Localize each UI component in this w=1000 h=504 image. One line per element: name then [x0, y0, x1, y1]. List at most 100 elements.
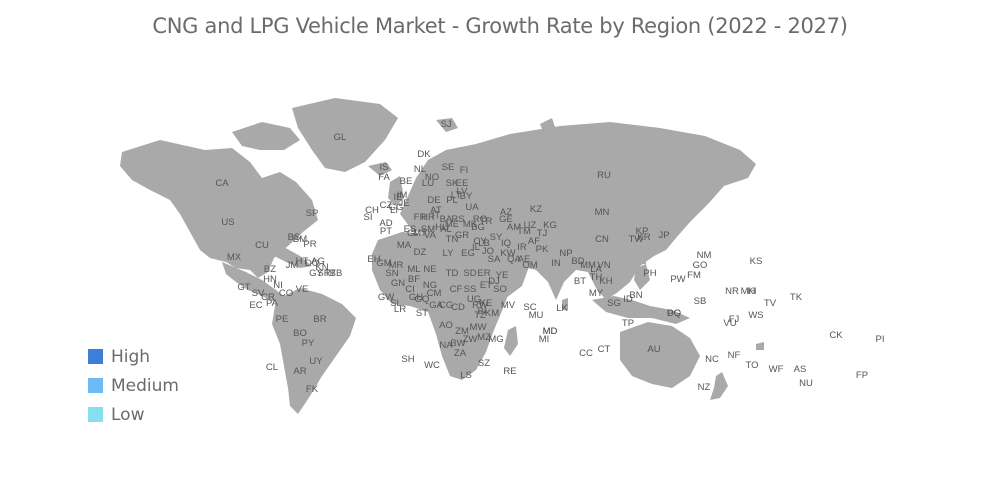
country-label-tw: TW	[629, 234, 644, 245]
country-label-vn: VN	[597, 260, 610, 271]
country-label-de: DE	[427, 195, 440, 206]
country-label-nf: NF	[728, 350, 741, 361]
country-label-ee: EE	[456, 178, 469, 189]
country-label-vu: VU	[723, 318, 736, 329]
country-label-sa: SA	[488, 254, 501, 265]
country-label-nl: NL	[414, 164, 426, 175]
country-label-mn: MN	[595, 207, 610, 218]
country-label-bs: BS	[288, 232, 301, 243]
country-label-cy: CY	[473, 236, 487, 247]
country-label-bw: BW	[450, 338, 465, 349]
country-label-cc: CC	[579, 348, 593, 359]
country-label-pg: PG	[667, 308, 681, 319]
country-label-zm: ZM	[455, 326, 469, 337]
country-label-us: US	[221, 217, 234, 228]
country-label-uz: UZ	[524, 220, 537, 231]
country-label-gi: GI	[407, 228, 417, 239]
country-label-fr: FR	[414, 212, 427, 223]
country-label-kg: KG	[543, 220, 557, 231]
country-label-gt: GT	[237, 282, 250, 293]
legend-item-low: Low	[88, 400, 179, 429]
country-label-nr: NR	[725, 286, 739, 297]
country-label-tt: TT	[324, 268, 336, 279]
country-label-ge: GE	[499, 214, 513, 225]
country-label-ni: NI	[273, 280, 283, 291]
country-label-mh: MH	[741, 286, 756, 297]
land-eurasia	[400, 122, 756, 300]
country-label-bd: BD	[571, 256, 584, 267]
country-label-bf: BF	[408, 274, 420, 285]
land-japan	[656, 214, 676, 244]
legend: High Medium Low	[88, 342, 179, 429]
country-label-qa: QA	[507, 254, 521, 265]
country-label-lr: LR	[394, 304, 406, 315]
land-uk	[388, 176, 404, 206]
country-label-va: VA	[424, 230, 437, 241]
country-label-cz: CZ	[380, 200, 393, 211]
country-label-ie: IE	[394, 192, 403, 203]
country-label-ng: NG	[423, 280, 437, 291]
country-label-mz: MZ	[477, 332, 491, 343]
country-label-ar: AR	[293, 366, 306, 377]
country-label-mw: MW	[470, 322, 487, 333]
country-label-nm: NM	[697, 250, 712, 261]
land-south-america	[272, 288, 356, 414]
country-label-ua: UA	[465, 202, 479, 213]
chart-title: CNG and LPG Vehicle Market - Growth Rate…	[152, 14, 848, 38]
country-label-ma: MA	[397, 240, 412, 251]
country-label-ne: NE	[423, 264, 436, 275]
country-label-md: MD	[543, 326, 558, 337]
land-novaya-zemlya	[540, 118, 556, 134]
country-label-sm: SM	[421, 224, 435, 235]
legend-swatch-low	[88, 407, 103, 422]
country-label-my: MY	[589, 288, 604, 299]
land-arctic-islands	[232, 122, 300, 150]
legend-label-high: High	[111, 346, 151, 367]
country-label-ru: RU	[597, 170, 611, 181]
country-label-rw: RW	[472, 300, 488, 311]
country-label-fk: FK	[306, 384, 319, 395]
country-label-kz: KZ	[530, 204, 542, 215]
legend-item-high: High	[88, 342, 179, 371]
country-label-mk: MK	[463, 219, 478, 230]
country-label-ck: CK	[829, 330, 843, 341]
country-label-lb: LB	[478, 238, 490, 249]
country-label-dq: DQ	[667, 308, 681, 319]
country-label-st: ST	[416, 308, 428, 319]
country-label-km: KM	[485, 308, 499, 319]
country-label-kn: KN	[315, 262, 328, 273]
country-label-as: AS	[794, 364, 807, 375]
country-label-re: RE	[503, 366, 516, 377]
country-label-ec: EC	[249, 300, 262, 311]
land-sea-islands	[592, 296, 690, 324]
country-label-ag: AG	[311, 256, 325, 267]
country-label-co: CO	[279, 288, 293, 299]
country-label-ke: KE	[480, 298, 493, 309]
country-label-td: TD	[446, 268, 459, 279]
country-label-id: ID	[623, 294, 633, 305]
country-label-gm: GM	[376, 258, 391, 269]
country-label-pa: PA	[266, 298, 279, 309]
country-label-fi: FI	[460, 165, 468, 176]
country-label-tp: TP	[622, 318, 634, 329]
country-label-gh: GH	[409, 292, 423, 303]
country-label-ro: RO	[473, 214, 487, 225]
country-label-ki: KI	[748, 286, 757, 297]
country-label-jm: JM	[286, 260, 299, 271]
country-label-np: NP	[559, 248, 572, 259]
country-label-au: AU	[647, 344, 660, 355]
country-label-ad: AD	[379, 218, 392, 229]
country-label-md: MD	[543, 326, 558, 337]
country-label-tz: TZ	[474, 310, 486, 321]
country-label-mr: MR	[389, 260, 404, 271]
country-label-cm: CM	[427, 288, 442, 299]
country-label-iq: IQ	[501, 238, 511, 249]
country-label-sz: SZ	[478, 358, 490, 369]
country-label-to: TO	[745, 360, 758, 371]
country-label-no: NO	[425, 172, 439, 183]
country-label-by: BY	[460, 191, 473, 202]
country-label-ly: LY	[443, 248, 455, 259]
country-label-ch: CH	[365, 205, 379, 216]
